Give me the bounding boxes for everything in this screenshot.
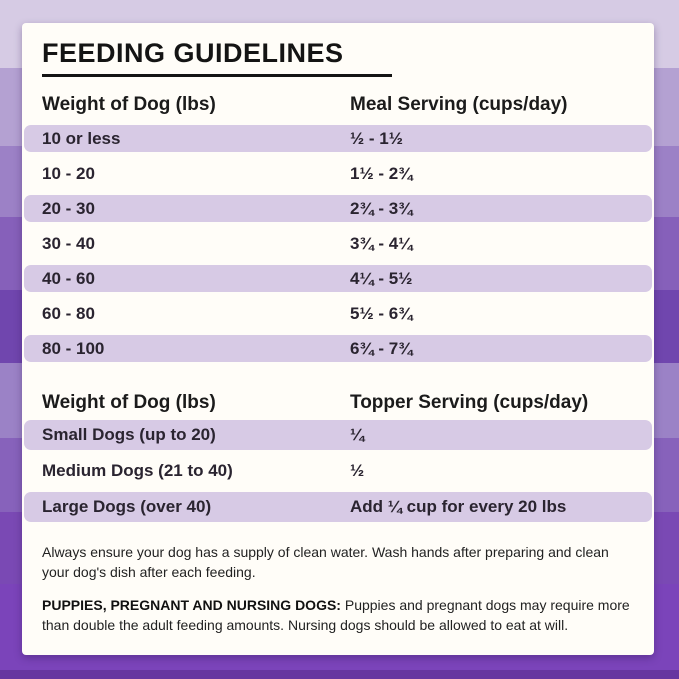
serving-cell: 3¾ - 4¼ (350, 233, 413, 253)
topper-table-header: Weight of Dog (lbs) Topper Serving (cups… (42, 392, 634, 414)
table-row: Small Dogs (up to 20) ¼ (24, 420, 652, 450)
title-underline (42, 74, 392, 77)
serving-cell: 2¾ - 3¾ (350, 198, 413, 218)
weight-cell: 80 - 100 (42, 338, 105, 358)
serving-cell: Add ¼ cup for every 20 lbs (350, 497, 567, 516)
weight-cell: 40 - 60 (42, 268, 95, 288)
topper-table: Small Dogs (up to 20) ¼ Medium Dogs (21 … (22, 420, 654, 522)
topper-header-weight: Weight of Dog (lbs) (42, 392, 216, 413)
meal-header-weight: Weight of Dog (lbs) (42, 94, 216, 115)
serving-cell: 5½ - 6¾ (350, 303, 413, 323)
weight-cell: 20 - 30 (42, 198, 95, 218)
topper-header-serving: Topper Serving (cups/day) (350, 392, 589, 413)
table-row: 30 - 40 3¾ - 4¼ (24, 230, 652, 257)
weight-cell: Small Dogs (up to 20) (42, 425, 216, 444)
meal-header-serving: Meal Serving (cups/day) (350, 94, 568, 115)
meal-table-header: Weight of Dog (lbs) Meal Serving (cups/d… (42, 94, 634, 116)
puppies-note-text: Puppies and pregnant dogs may require mo… (42, 597, 630, 633)
weight-cell: Large Dogs (over 40) (42, 497, 212, 516)
weight-cell: Medium Dogs (21 to 40) (42, 461, 233, 480)
clean-water-note: Always ensure your dog has a supply of c… (42, 544, 609, 580)
puppies-note-label: PUPPIES, PREGNANT AND NURSING DOGS: (42, 597, 341, 613)
serving-cell: 4¼ - 5½ (350, 268, 413, 288)
table-row: 10 - 20 1½ - 2¾ (24, 160, 652, 187)
serving-cell: ½ - 1½ (350, 128, 403, 148)
table-row: 10 or less ½ - 1½ (24, 125, 652, 152)
serving-cell: 6¾ - 7¾ (350, 338, 413, 358)
feeding-guidelines-card: FEEDING GUIDELINES Weight of Dog (lbs) M… (22, 23, 654, 655)
background-stripe (0, 670, 679, 679)
table-row: 80 - 100 6¾ - 7¾ (24, 335, 652, 362)
serving-cell: ½ (350, 461, 365, 480)
table-row: 40 - 60 4¼ - 5½ (24, 265, 652, 292)
table-row: 20 - 30 2¾ - 3¾ (24, 195, 652, 222)
puppies-note: PUPPIES, PREGNANT AND NURSING DOGS: Pupp… (42, 595, 638, 635)
page-title: FEEDING GUIDELINES (42, 38, 344, 68)
weight-cell: 30 - 40 (42, 233, 95, 253)
table-row: 60 - 80 5½ - 6¾ (24, 300, 652, 327)
table-row: Large Dogs (over 40) Add ¼ cup for every… (24, 492, 652, 522)
serving-cell: ¼ (350, 425, 365, 444)
weight-cell: 10 - 20 (42, 163, 95, 183)
table-row: Medium Dogs (21 to 40) ½ (24, 456, 652, 486)
meal-table: 10 or less ½ - 1½ 10 - 20 1½ - 2¾ 20 - 3… (22, 125, 654, 362)
weight-cell: 10 or less (42, 128, 121, 148)
weight-cell: 60 - 80 (42, 303, 95, 323)
footnotes: Always ensure your dog has a supply of c… (42, 542, 638, 635)
serving-cell: 1½ - 2¾ (350, 163, 413, 183)
